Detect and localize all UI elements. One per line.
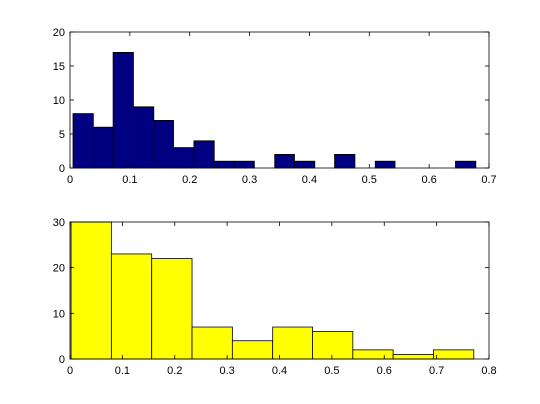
x-tick-label: 0.7 [481,174,496,186]
y-tick-label: 5 [59,129,65,141]
y-tick-label: 0 [59,163,65,175]
x-tick-label: 0.7 [429,365,444,377]
x-tick-label: 0.6 [377,365,392,377]
x-tick-label: 0.4 [302,174,317,186]
bar [110,253,153,360]
bar [233,160,255,169]
y-tick-label: 10 [53,95,65,107]
x-tick-label: 0.4 [272,365,287,377]
bar [191,326,233,360]
bar [72,113,94,169]
x-tick-label: 0.3 [242,174,257,186]
bar [193,140,215,169]
bar [92,126,114,169]
bar [294,160,316,169]
x-tick-label: 0 [67,365,73,377]
bar [231,340,274,360]
bar [213,160,235,169]
x-tick-label: 0.5 [362,174,377,186]
y-tick-label: 15 [53,61,65,73]
bar [151,258,193,360]
x-tick-label: 0.8 [481,365,496,377]
bar [352,349,394,360]
bar [70,221,112,360]
bar [312,331,354,360]
x-tick-label: 0.1 [122,174,137,186]
x-tick-label: 0.5 [324,365,339,377]
bar [455,160,477,169]
bar [272,326,313,360]
x-tick-label: 0.6 [421,174,436,186]
y-tick-label: 20 [53,263,65,275]
bar [433,349,475,360]
x-tick-label: 0.3 [219,365,234,377]
y-tick-label: 30 [53,217,65,229]
bar [334,153,356,169]
bar [153,120,174,169]
bar [133,106,155,169]
bar [112,52,134,169]
x-tick-label: 0 [67,174,73,186]
x-tick-label: 0.1 [115,365,130,377]
x-tick-label: 0.2 [167,365,182,377]
bar [173,147,195,169]
bar [392,354,434,360]
y-tick-label: 20 [53,27,65,39]
y-tick-label: 0 [59,354,65,366]
y-tick-label: 10 [53,308,65,320]
bar [274,153,295,169]
bar [374,160,396,169]
x-tick-label: 0.2 [182,174,197,186]
